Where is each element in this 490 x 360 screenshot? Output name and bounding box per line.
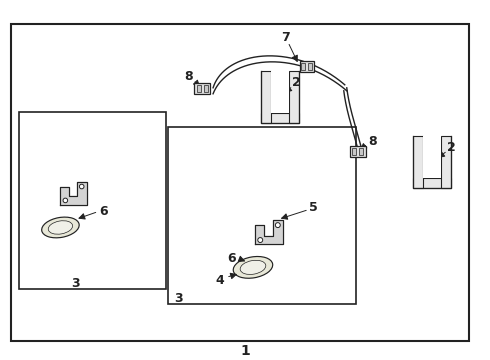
Ellipse shape	[48, 221, 73, 234]
Bar	[194, 83, 210, 94]
Bar	[204, 85, 208, 92]
Bar	[289, 71, 299, 123]
Text: 5: 5	[310, 201, 318, 214]
Text: 3: 3	[174, 292, 182, 305]
Bar	[352, 148, 356, 155]
Ellipse shape	[240, 260, 266, 274]
Bar	[301, 63, 305, 70]
Bar	[413, 177, 450, 188]
Circle shape	[63, 198, 68, 203]
Bar	[261, 71, 271, 123]
Bar	[350, 146, 366, 157]
Text: 2: 2	[447, 141, 456, 154]
Bar	[413, 136, 422, 188]
Bar	[11, 24, 469, 341]
Ellipse shape	[233, 256, 273, 278]
Text: 2: 2	[292, 76, 300, 89]
Bar	[271, 71, 289, 113]
Bar	[19, 112, 166, 289]
Circle shape	[79, 184, 84, 189]
Ellipse shape	[42, 217, 79, 238]
Circle shape	[275, 222, 280, 228]
Polygon shape	[255, 220, 283, 244]
Polygon shape	[60, 181, 87, 204]
Bar	[359, 148, 363, 155]
Bar	[196, 85, 200, 92]
Text: 8: 8	[184, 70, 193, 83]
Bar	[308, 63, 312, 70]
Text: 7: 7	[282, 31, 290, 44]
Bar	[300, 61, 314, 72]
Bar	[422, 136, 441, 177]
Bar	[168, 127, 356, 304]
Text: 6: 6	[99, 205, 108, 218]
Bar	[441, 136, 450, 188]
Text: 6: 6	[228, 252, 236, 265]
Text: 3: 3	[71, 277, 80, 290]
Text: 4: 4	[216, 274, 224, 287]
Bar	[261, 113, 299, 123]
Text: 8: 8	[368, 135, 377, 148]
Text: 1: 1	[240, 344, 250, 358]
Circle shape	[258, 238, 263, 243]
